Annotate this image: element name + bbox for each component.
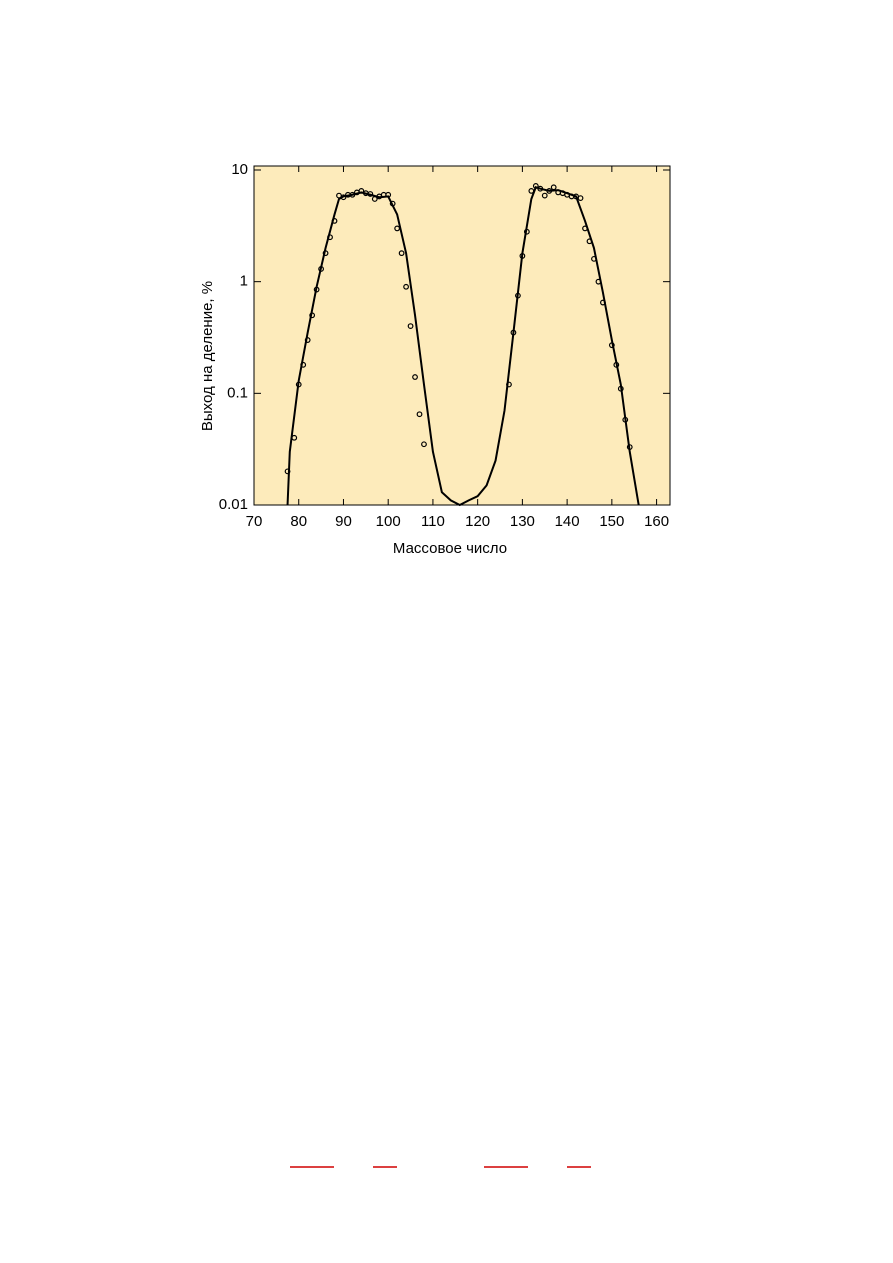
point	[519, 253, 526, 259]
point	[541, 192, 548, 199]
point	[304, 337, 311, 343]
y-axis-label: Выход на деление, %	[199, 281, 216, 431]
x-tick-label: 130	[510, 513, 535, 530]
point	[546, 187, 553, 194]
y-tick-label: 10	[231, 161, 248, 178]
point	[528, 187, 535, 194]
point	[322, 250, 329, 257]
x-tick-label: 70	[246, 513, 263, 530]
point	[318, 266, 324, 272]
point	[577, 195, 584, 202]
point	[340, 194, 347, 201]
point	[358, 187, 365, 194]
point	[613, 361, 620, 368]
point	[532, 183, 539, 189]
point	[510, 329, 517, 336]
point	[394, 225, 401, 232]
point	[331, 218, 338, 224]
point	[313, 286, 320, 293]
x-tick-label: 140	[555, 513, 580, 530]
point	[300, 361, 307, 368]
point	[515, 292, 521, 299]
plot-area	[253, 165, 671, 506]
point	[367, 191, 374, 197]
x-tick-label: 80	[290, 513, 307, 530]
point	[412, 374, 418, 380]
point	[586, 238, 593, 245]
y-tick-label: 1	[240, 273, 248, 290]
point	[626, 444, 633, 450]
x-tick-label: 100	[376, 513, 401, 530]
point	[622, 416, 629, 423]
x-tick-label: 110	[421, 513, 445, 530]
point	[421, 441, 427, 448]
y-tick-label: 0.1	[227, 384, 248, 401]
line	[286, 186, 640, 507]
point	[608, 342, 615, 349]
point	[591, 255, 597, 262]
point	[385, 191, 392, 198]
point	[284, 468, 291, 475]
point	[309, 312, 316, 319]
point	[595, 278, 602, 285]
point	[371, 196, 378, 202]
point	[349, 191, 356, 198]
point	[617, 385, 624, 392]
point	[506, 381, 512, 388]
x-tick-label: 90	[335, 513, 352, 530]
x-tick-label: 150	[599, 513, 624, 530]
point	[291, 434, 298, 441]
point	[582, 225, 588, 232]
point	[537, 185, 544, 192]
point	[600, 299, 606, 306]
x-axis-label: Массовое число	[393, 540, 507, 557]
point	[416, 411, 423, 418]
x-tick-label: 160	[644, 513, 669, 530]
y-tick-label: 0.01	[219, 496, 248, 513]
point	[389, 200, 396, 207]
point	[523, 228, 530, 235]
x-tick-label: 120	[465, 513, 490, 530]
point	[295, 381, 302, 388]
point	[398, 250, 405, 257]
point	[550, 184, 557, 191]
point	[327, 234, 333, 241]
point	[403, 283, 409, 290]
point	[407, 323, 414, 330]
